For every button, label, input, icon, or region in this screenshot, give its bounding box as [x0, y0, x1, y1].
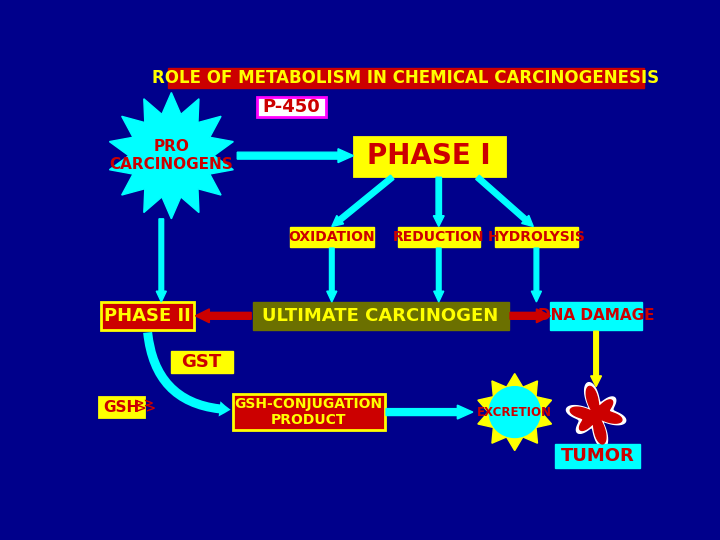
FancyArrow shape — [590, 331, 601, 387]
FancyArrow shape — [238, 148, 354, 163]
FancyArrow shape — [332, 175, 394, 226]
Text: GST: GST — [181, 353, 222, 371]
FancyArrow shape — [433, 177, 444, 226]
FancyBboxPatch shape — [171, 351, 233, 373]
Text: >>: >> — [134, 398, 155, 411]
Text: PHASE II: PHASE II — [104, 307, 191, 325]
FancyBboxPatch shape — [495, 226, 578, 247]
Text: REDUCTION: REDUCTION — [393, 230, 485, 244]
Polygon shape — [567, 383, 626, 448]
Text: GSH-CONJUGATION
PRODUCT: GSH-CONJUGATION PRODUCT — [235, 397, 382, 427]
Text: HYDROLYSIS: HYDROLYSIS — [487, 230, 585, 244]
Text: TUMOR: TUMOR — [561, 447, 634, 465]
FancyArrow shape — [531, 248, 541, 302]
Text: P-450: P-450 — [263, 98, 320, 116]
Polygon shape — [109, 92, 233, 219]
FancyBboxPatch shape — [290, 226, 374, 247]
FancyArrow shape — [433, 248, 444, 302]
FancyArrow shape — [386, 405, 473, 419]
FancyArrow shape — [510, 309, 550, 323]
Text: OXIDATION: OXIDATION — [289, 230, 375, 244]
FancyArrow shape — [156, 219, 166, 302]
FancyBboxPatch shape — [354, 137, 505, 176]
FancyBboxPatch shape — [550, 302, 642, 330]
FancyArrow shape — [476, 175, 534, 226]
FancyBboxPatch shape — [168, 68, 644, 88]
FancyBboxPatch shape — [101, 302, 194, 330]
FancyArrow shape — [327, 248, 337, 302]
Circle shape — [489, 387, 540, 437]
FancyArrow shape — [195, 309, 251, 323]
FancyBboxPatch shape — [555, 444, 640, 468]
FancyBboxPatch shape — [99, 397, 144, 417]
FancyBboxPatch shape — [233, 394, 384, 430]
Polygon shape — [478, 374, 552, 450]
Text: EXCRETION: EXCRETION — [477, 406, 552, 419]
Polygon shape — [570, 387, 622, 444]
Text: PHASE I: PHASE I — [367, 143, 490, 171]
Text: PRO
CARCINOGENS: PRO CARCINOGENS — [109, 139, 233, 172]
Text: GSH: GSH — [104, 400, 140, 415]
FancyBboxPatch shape — [253, 302, 508, 330]
Text: ROLE OF METABOLISM IN CHEMICAL CARCINOGENESIS: ROLE OF METABOLISM IN CHEMICAL CARCINOGE… — [152, 69, 659, 87]
Text: >>: >> — [135, 402, 156, 415]
FancyBboxPatch shape — [398, 226, 480, 247]
FancyBboxPatch shape — [256, 97, 326, 117]
Text: ULTIMATE CARCINOGEN: ULTIMATE CARCINOGEN — [263, 307, 499, 325]
Text: DNA DAMAGE: DNA DAMAGE — [538, 308, 654, 323]
